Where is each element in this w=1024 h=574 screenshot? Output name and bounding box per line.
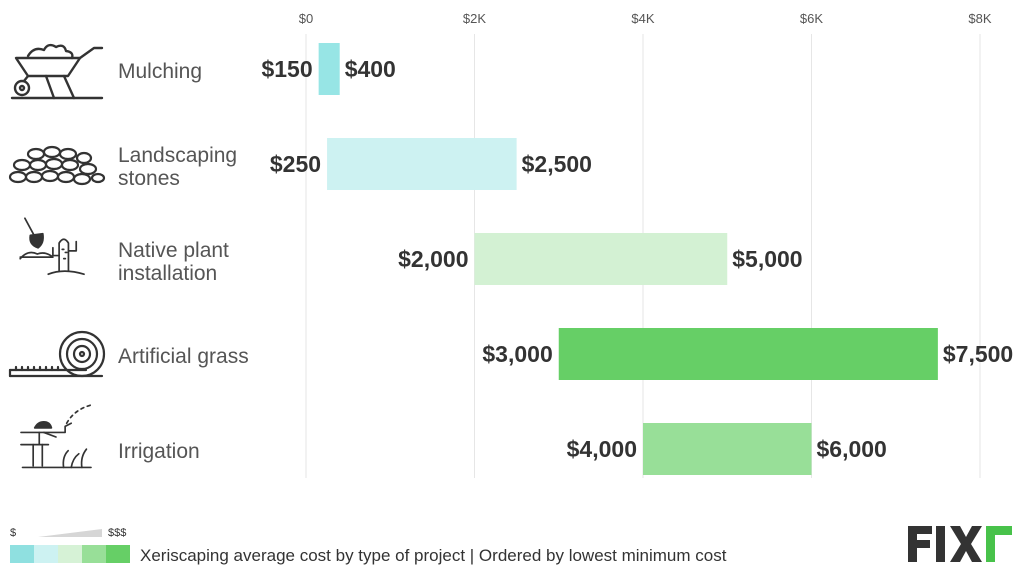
- legend-swatch: [58, 545, 82, 563]
- category-label-artificial-grass: Artificial grass: [118, 345, 249, 368]
- category-label-landscaping-stones: Landscaping stones: [118, 144, 238, 190]
- legend-cost-wedge: [38, 529, 102, 537]
- bar-artificial-grass: [558, 328, 938, 380]
- legend-swatch: [34, 545, 58, 563]
- legend-scale-min: $: [10, 527, 17, 539]
- fixr-logo: [908, 526, 1012, 562]
- max-value-label: $400: [345, 56, 396, 82]
- max-value-label: $6,000: [817, 436, 887, 462]
- sprinkler-icon: [20, 404, 92, 469]
- min-value-label: $3,000: [482, 341, 552, 367]
- x-tick-label: $0: [299, 11, 313, 26]
- max-value-label: $5,000: [732, 246, 802, 272]
- stones-icon: [8, 145, 106, 186]
- legend-swatch: [10, 545, 34, 563]
- shovel-cactus-icon: [19, 217, 85, 276]
- min-value-label: $150: [261, 56, 312, 82]
- chart-caption: Xeriscaping average cost by type of proj…: [140, 546, 727, 565]
- bar-landscaping-stones: [327, 138, 517, 190]
- grass-roll-icon: [8, 330, 106, 378]
- min-value-label: $2,000: [398, 246, 468, 272]
- category-label-irrigation: Irrigation: [118, 440, 200, 463]
- legend-swatches: [10, 545, 130, 563]
- x-tick-label: $2K: [463, 11, 486, 26]
- min-value-label: $250: [270, 151, 321, 177]
- legend-swatch: [106, 545, 130, 563]
- min-value-label: $4,000: [567, 436, 637, 462]
- category-label-mulching: Mulching: [118, 60, 203, 83]
- bar-native-plant-installation: [474, 233, 728, 285]
- x-tick-label: $4K: [631, 11, 654, 26]
- x-tick-label: $6K: [800, 11, 823, 26]
- max-value-label: $7,500: [943, 341, 1013, 367]
- category-label-native-plant-installation: Native plant installation: [118, 239, 229, 285]
- bar-mulching: [318, 43, 340, 95]
- max-value-label: $2,500: [522, 151, 592, 177]
- legend-swatch: [82, 545, 106, 563]
- wheelbarrow-icon: [10, 43, 104, 100]
- x-tick-label: $8K: [968, 11, 991, 26]
- bar-irrigation: [643, 423, 812, 475]
- legend-scale-max: $$$: [108, 527, 127, 539]
